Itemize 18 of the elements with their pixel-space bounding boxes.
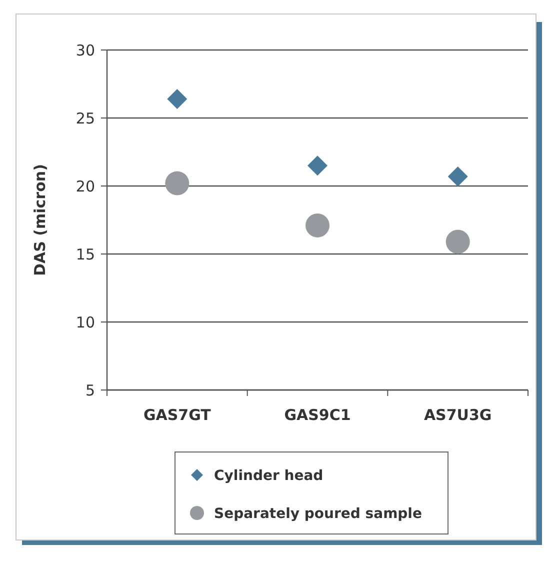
legend-label: Cylinder head <box>214 468 324 484</box>
x-tick-label: GAS9C1 <box>284 406 351 424</box>
x-tick-label: GAS7GT <box>143 406 212 424</box>
point <box>446 230 470 254</box>
point <box>167 88 188 109</box>
y-tick-label: 5 <box>85 381 95 400</box>
y-axis-title: DAS (micron) <box>31 164 49 276</box>
point <box>448 166 468 186</box>
y-tick-label: 25 <box>76 109 95 128</box>
point <box>308 156 328 176</box>
point <box>165 171 190 196</box>
y-tick-label: 10 <box>76 313 95 332</box>
y-tick-label: 30 <box>76 41 95 60</box>
x-tick-label: AS7U3G <box>424 406 492 424</box>
y-tick-label: 15 <box>76 245 95 264</box>
point <box>306 213 330 238</box>
y-tick-label: 20 <box>76 177 95 196</box>
legend-label: Separately poured sample <box>214 506 422 522</box>
